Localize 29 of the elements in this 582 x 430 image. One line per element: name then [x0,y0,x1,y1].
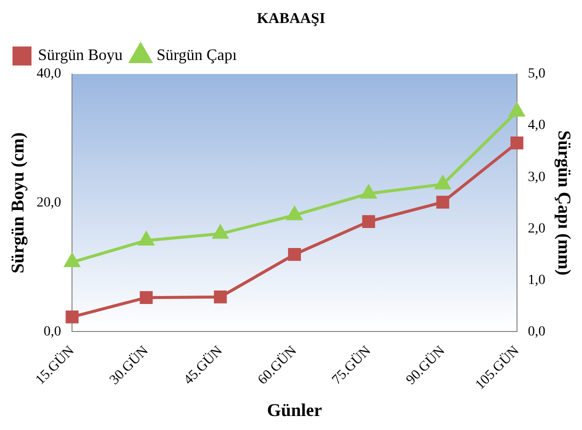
point [286,206,302,220]
point [436,196,450,209]
point [140,291,153,304]
point [361,185,376,199]
y2-tick-label: 1,0 [528,272,546,288]
point [435,176,450,190]
point [214,290,227,304]
point [138,232,154,246]
legend-label: Sürgün Boyu [38,47,123,64]
y-axis-title: Sürgün Boyu (cm) [7,132,28,274]
y2-axis-title: Sürgün Çapı (mm) [554,130,575,276]
legend-label: Sürgün Çapı [156,47,238,64]
y-tick-label: 20,0 [36,196,62,211]
y-tick-label: 40,0 [36,66,62,82]
point [510,136,524,150]
y2-tick-label: 0,0 [528,324,546,340]
point [64,254,80,268]
point [212,225,228,239]
y2-tick-label: 5,0 [528,66,546,82]
point [509,103,524,117]
y2-tick-label: 3,0 [528,170,546,185]
y2-tick-label: 4,0 [528,118,546,134]
point [66,310,79,324]
point [288,248,301,261]
y2-tick-label: 2,0 [528,221,546,236]
point [362,215,376,228]
y-tick-label: 0,0 [44,324,62,340]
chart-title: KABAAŞI [256,10,326,27]
x-axis-title: Günler [266,400,322,420]
